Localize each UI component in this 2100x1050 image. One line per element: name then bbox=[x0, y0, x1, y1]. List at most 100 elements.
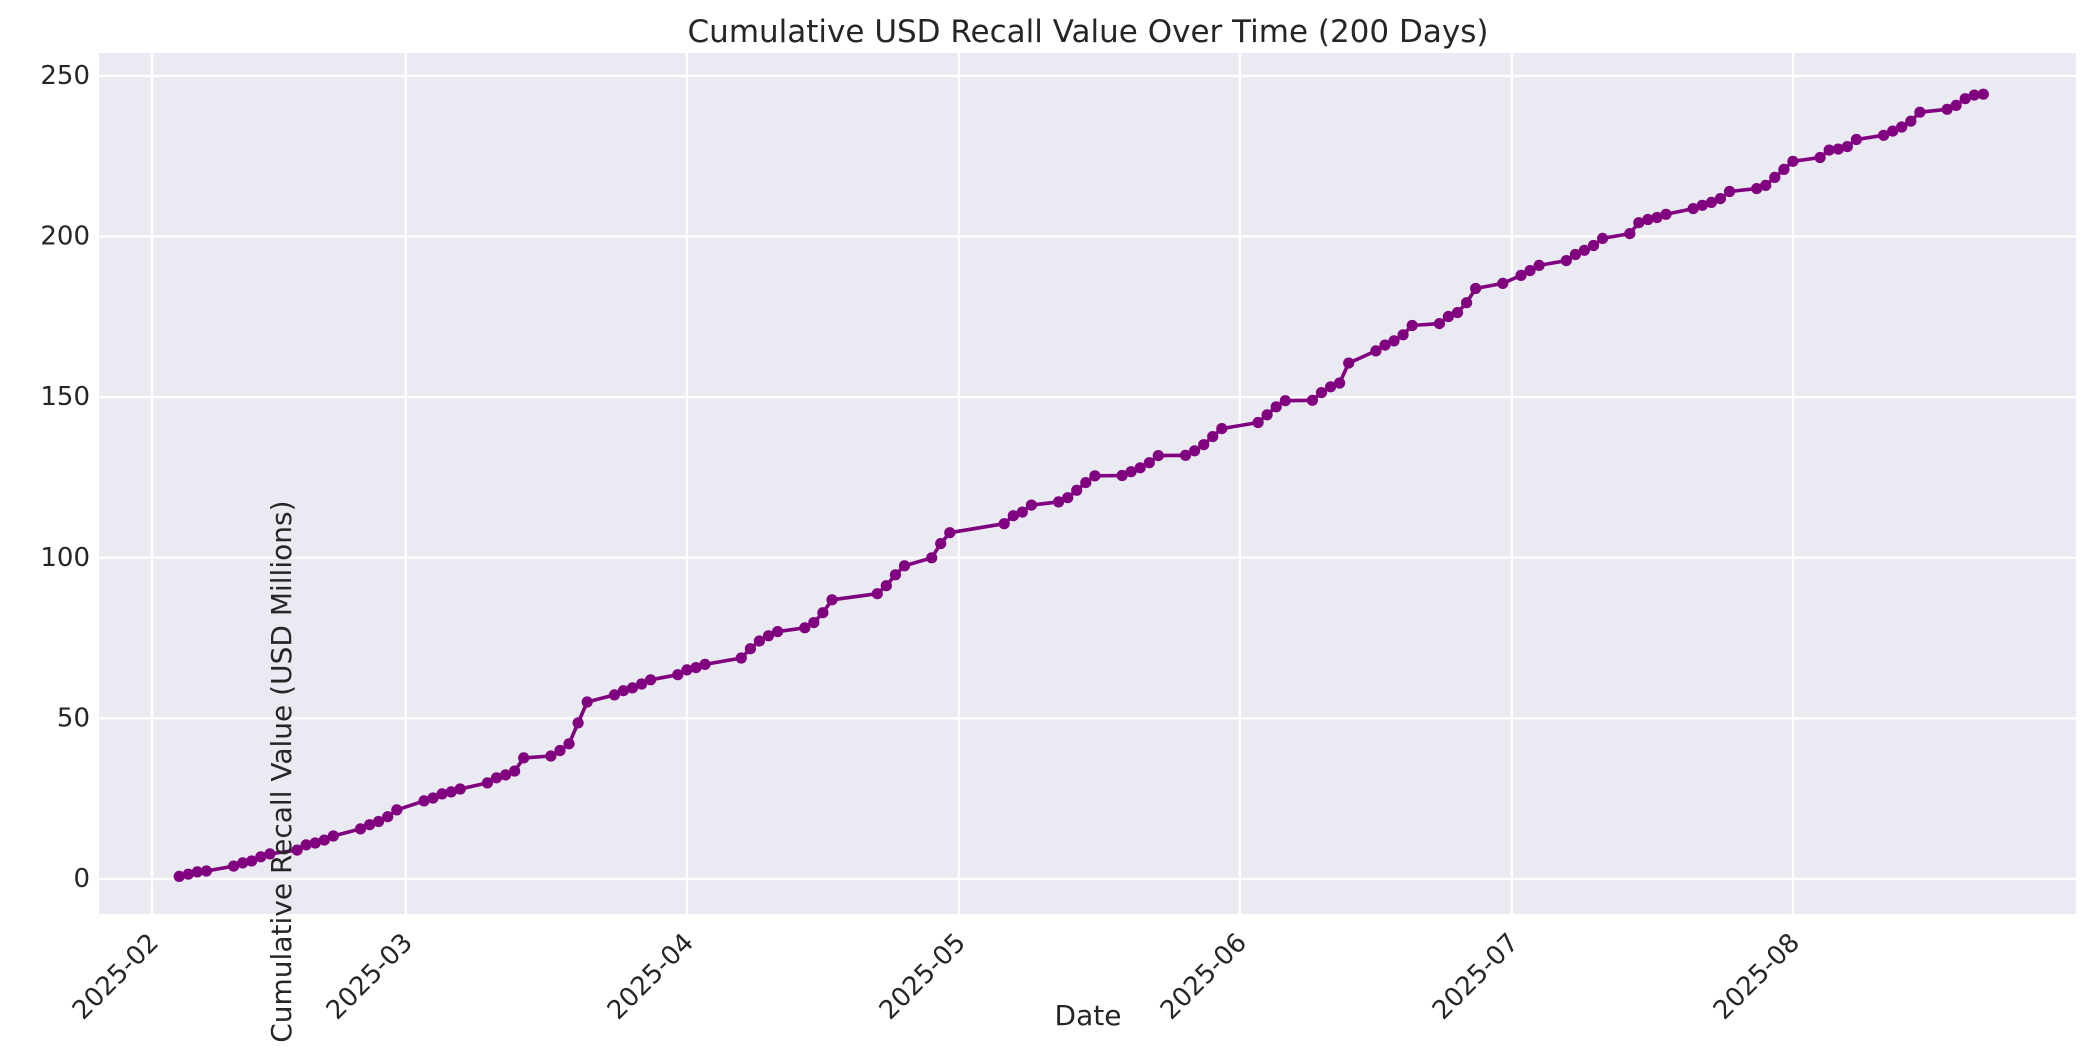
data-point-marker bbox=[500, 769, 512, 781]
data-point-marker bbox=[681, 664, 693, 676]
data-point-marker bbox=[182, 868, 194, 880]
data-point-marker bbox=[200, 865, 212, 877]
data-point-marker bbox=[1941, 103, 1953, 115]
data-point-marker bbox=[1089, 470, 1101, 482]
data-point-marker bbox=[1007, 510, 1019, 522]
data-point-marker bbox=[518, 752, 530, 764]
data-point-marker bbox=[1207, 431, 1219, 443]
data-point-marker bbox=[935, 538, 947, 550]
data-point-marker bbox=[1633, 217, 1645, 229]
data-point-marker bbox=[1832, 143, 1844, 155]
data-point-marker bbox=[1760, 179, 1772, 191]
data-point-marker bbox=[1343, 357, 1355, 369]
y-tick-label: 150 bbox=[40, 382, 90, 412]
data-point-marker bbox=[581, 696, 593, 708]
data-point-marker bbox=[1578, 244, 1590, 256]
data-point-marker bbox=[1814, 151, 1826, 164]
data-point-marker bbox=[318, 834, 330, 846]
data-point-marker bbox=[1406, 319, 1418, 332]
data-point-marker bbox=[554, 744, 566, 757]
x-axis-label: Date bbox=[1054, 999, 1122, 1032]
data-point-marker bbox=[1642, 213, 1654, 226]
data-point-marker bbox=[1433, 318, 1445, 330]
data-point-marker bbox=[871, 588, 883, 600]
data-point-marker bbox=[626, 682, 639, 694]
y-tick-label: 50 bbox=[57, 703, 90, 733]
data-point-marker bbox=[1887, 125, 1899, 137]
data-point-marker bbox=[735, 652, 747, 664]
data-point-marker bbox=[772, 626, 784, 638]
data-point-marker bbox=[1560, 255, 1572, 267]
data-point-marker bbox=[1696, 199, 1708, 211]
data-point-marker bbox=[1624, 228, 1636, 240]
data-point-marker bbox=[1261, 409, 1273, 421]
data-point-marker bbox=[545, 750, 557, 762]
data-point-marker bbox=[1751, 183, 1763, 195]
data-point-marker bbox=[264, 848, 276, 860]
data-point-marker bbox=[255, 851, 267, 863]
y-axis-label: Cumulative Recall Value (USD Millions) bbox=[265, 500, 299, 1043]
data-point-marker bbox=[1451, 307, 1464, 319]
data-point-marker bbox=[1687, 203, 1699, 215]
data-point-marker bbox=[1823, 144, 1835, 156]
data-point-marker bbox=[1705, 196, 1717, 208]
data-point-marker bbox=[880, 580, 892, 592]
data-point-marker bbox=[1325, 381, 1337, 393]
data-point-marker bbox=[636, 678, 648, 690]
data-point-marker bbox=[228, 860, 240, 872]
data-point-marker bbox=[563, 738, 575, 750]
y-tick-label: 100 bbox=[40, 543, 90, 573]
y-tick-label: 250 bbox=[40, 61, 90, 91]
data-point-marker bbox=[1379, 339, 1391, 351]
data-point-marker bbox=[436, 788, 448, 800]
data-point-marker bbox=[391, 804, 403, 816]
data-point-marker bbox=[898, 560, 911, 572]
data-point-marker bbox=[1905, 115, 1917, 127]
data-point-marker bbox=[1198, 439, 1210, 451]
data-point-marker bbox=[418, 795, 430, 807]
data-point-marker bbox=[327, 830, 339, 842]
data-point-marker bbox=[1950, 99, 1962, 111]
data-point-marker bbox=[799, 622, 811, 634]
data-point-marker bbox=[672, 669, 684, 681]
data-point-marker bbox=[1315, 387, 1328, 399]
data-point-marker bbox=[1524, 265, 1536, 277]
data-point-marker bbox=[1597, 232, 1609, 244]
data-point-marker bbox=[826, 594, 838, 606]
data-point-marker bbox=[454, 783, 466, 795]
y-tick-label: 200 bbox=[40, 222, 90, 252]
data-point-marker bbox=[173, 870, 185, 883]
data-point-marker bbox=[1497, 277, 1509, 289]
data-point-marker bbox=[1388, 335, 1400, 347]
data-point-marker bbox=[382, 811, 394, 823]
data-point-marker bbox=[1025, 499, 1037, 511]
data-point-marker bbox=[1587, 239, 1600, 252]
data-point-marker bbox=[1878, 129, 1890, 141]
data-point-marker bbox=[1515, 269, 1527, 281]
data-point-marker bbox=[690, 662, 702, 674]
gridlines bbox=[99, 53, 2076, 914]
data-point-marker bbox=[427, 792, 439, 804]
data-point-marker bbox=[1397, 329, 1409, 341]
data-point-marker bbox=[1769, 171, 1781, 183]
data-point-marker bbox=[1442, 310, 1454, 323]
data-point-marker bbox=[1470, 282, 1482, 295]
data-point-marker bbox=[1959, 93, 1971, 105]
data-point-marker bbox=[1216, 423, 1228, 435]
data-point-marker bbox=[1279, 395, 1291, 407]
data-point-marker bbox=[1651, 211, 1663, 224]
data-point-marker bbox=[753, 635, 766, 647]
data-point-marker bbox=[291, 844, 303, 856]
data-point-marker bbox=[1569, 248, 1581, 261]
data-point-marker bbox=[1252, 416, 1264, 429]
data-point-marker bbox=[1533, 259, 1545, 271]
data-point-marker bbox=[246, 855, 258, 867]
data-point-marker bbox=[309, 837, 321, 849]
data-point-marker bbox=[1306, 394, 1318, 406]
y-tick-label: 0 bbox=[73, 864, 90, 894]
data-point-marker bbox=[1914, 106, 1926, 118]
data-point-marker bbox=[1143, 457, 1155, 469]
data-point-marker bbox=[926, 552, 938, 564]
